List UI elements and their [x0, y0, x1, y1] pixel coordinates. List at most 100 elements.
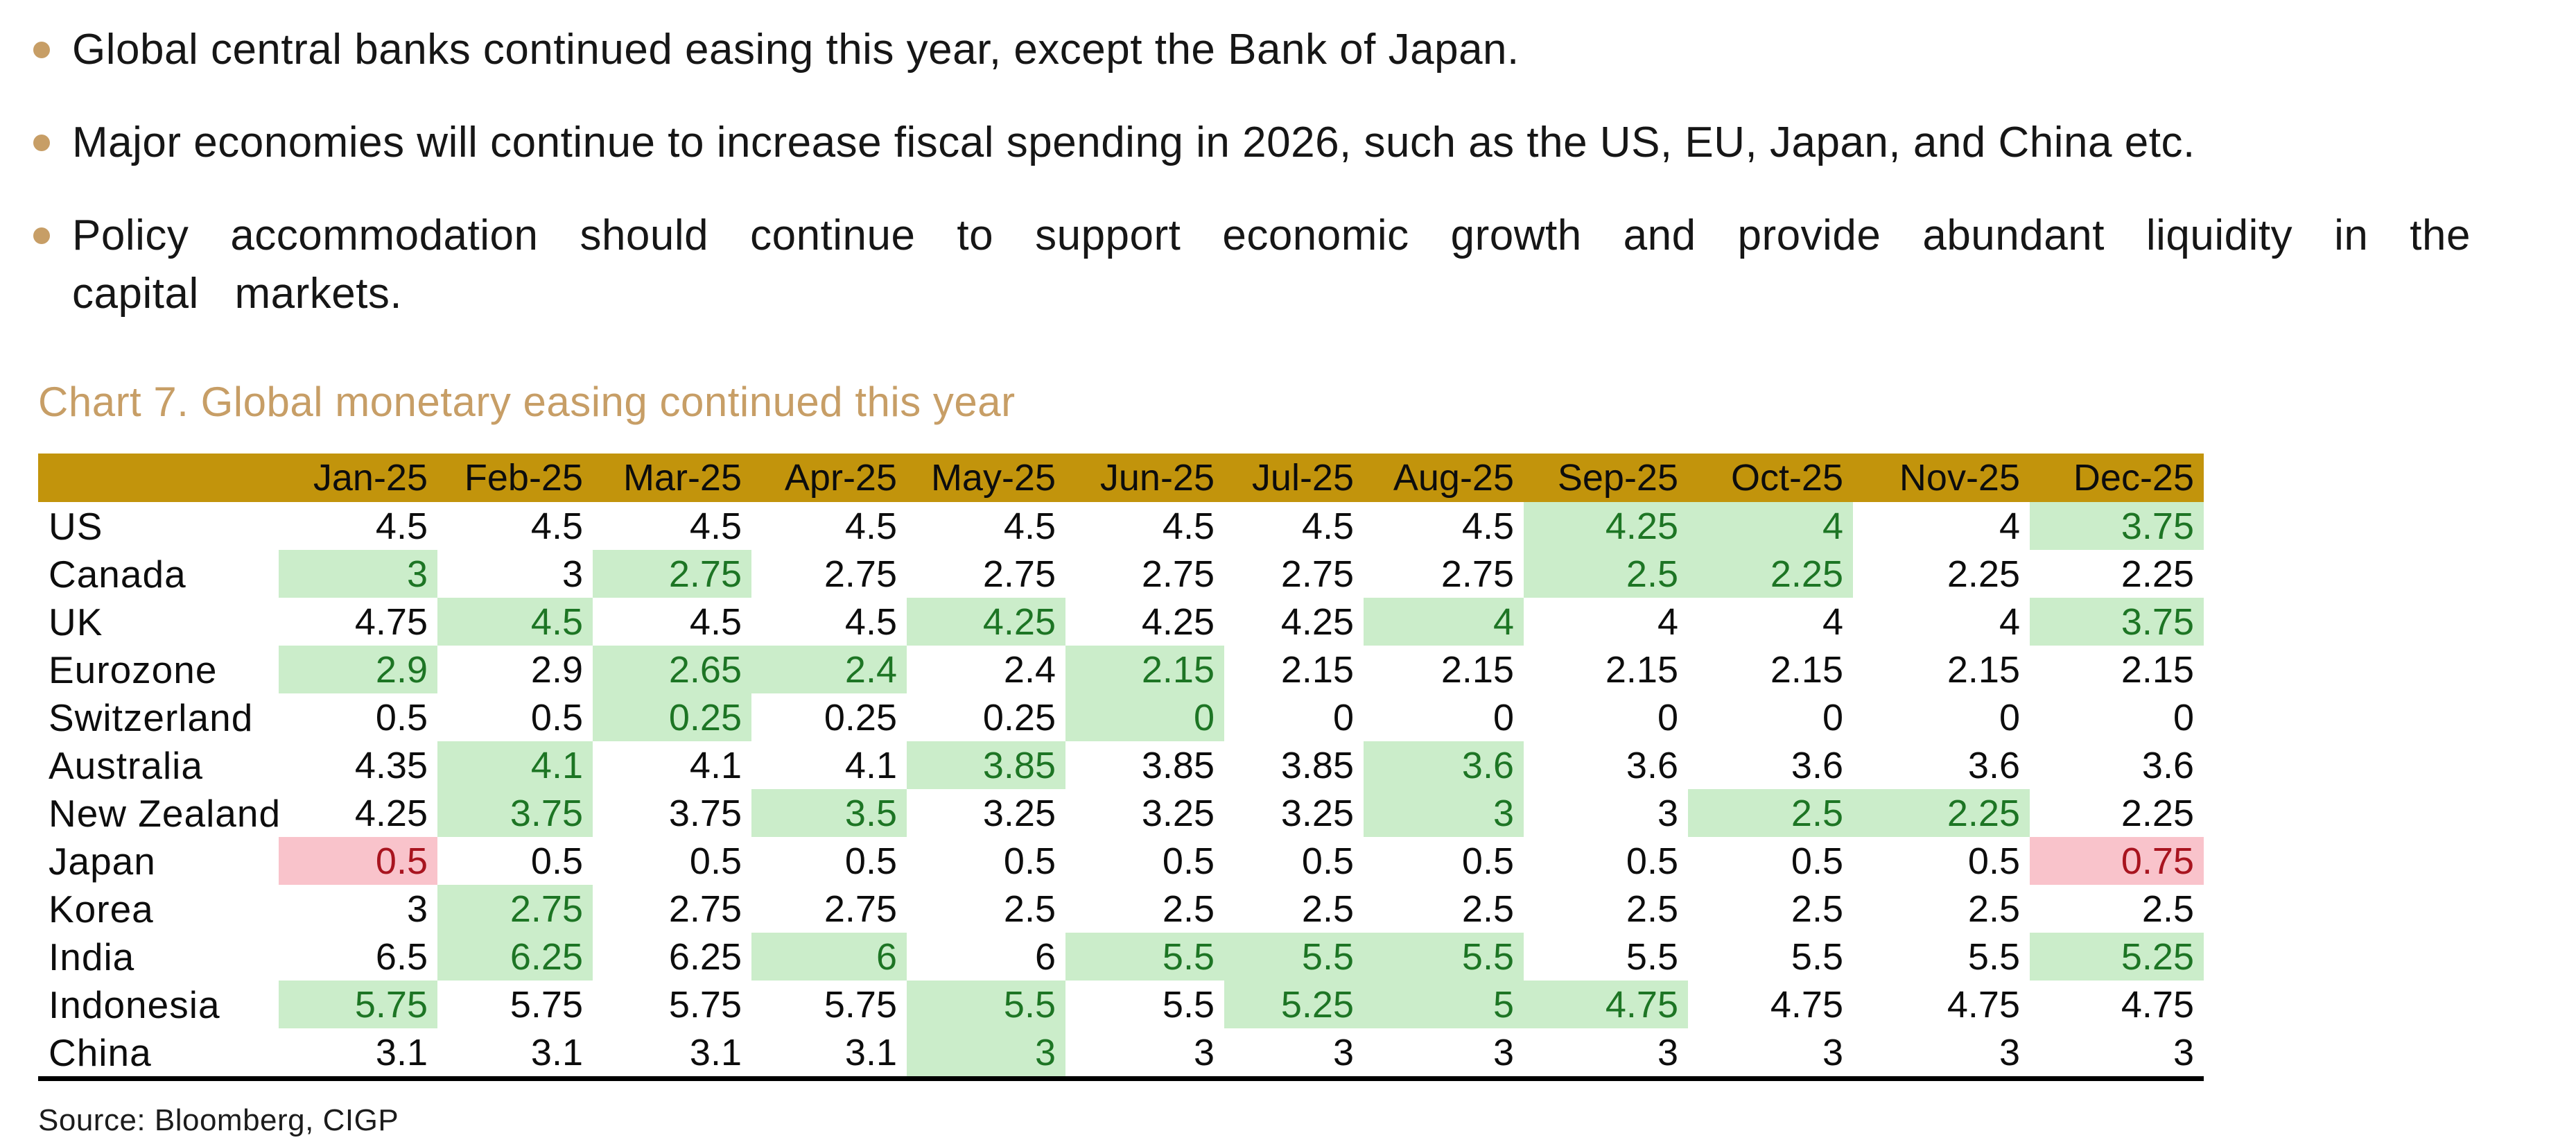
column-header: Nov-25 — [1853, 454, 2030, 502]
column-header: Aug-25 — [1364, 454, 1524, 502]
rate-cell: 4.75 — [1524, 981, 1688, 1028]
rate-cell: 2.5 — [1003, 888, 1056, 930]
table-row: China 3.1 3.1 3.1 3.1 3 3 3 3 3 3 3 3 — [38, 1028, 2204, 1079]
rate-cell: 4.5 — [844, 601, 897, 643]
rate-cell: 3 — [2173, 1031, 2194, 1073]
table-row: India 6.5 6.25 6.25 6 6 5.5 5.5 5.5 5.5 5.5 5.5 5.25 — [38, 933, 2204, 981]
row-label: China — [49, 1030, 152, 1074]
rate-cell: 2.15 — [1605, 648, 1678, 691]
column-header: Dec-25 — [2030, 454, 2204, 502]
bullet-item: Major economies will continue to increas… — [33, 114, 2471, 172]
row-label: New Zealand — [49, 791, 279, 835]
rate-cell: 2.15 — [2121, 648, 2194, 691]
rate-cell: 4.25 — [1141, 601, 1215, 643]
bullet-text: Major economies will continue to increas… — [72, 119, 2195, 166]
rate-cell: 2.75 — [593, 550, 751, 598]
rate-cell: 2.75 — [824, 888, 897, 930]
column-header: Jan-25 — [279, 454, 437, 502]
bullet-item: Policy accommodation should continue to … — [33, 207, 2471, 323]
rate-cell: 0.5 — [1003, 840, 1056, 882]
rate-cell: 3 — [1657, 792, 1678, 834]
table-header: Jan-25 Feb-25 Mar-25 Apr-25 May-25 Jun-25 Jul-… — [38, 454, 2204, 502]
rate-cell: 0 — [1065, 693, 1224, 741]
rate-cell: 3 — [1657, 1031, 1678, 1073]
rate-cell: 2.25 — [2121, 553, 2194, 595]
rate-cell: 4.75 — [354, 601, 428, 643]
rate-cell: 5.5 — [1626, 935, 1678, 978]
rate-cell: 0 — [2173, 696, 2194, 739]
rate-cell: 2.5 — [1791, 888, 1843, 930]
rate-cell: 3 — [1364, 789, 1524, 837]
rate-cell: 0 — [1332, 696, 1354, 739]
rate-cell: 5.75 — [510, 983, 583, 1026]
column-header: Feb-25 — [437, 454, 593, 502]
rate-cell: 3.1 — [530, 1031, 583, 1073]
rate-cell: 0.5 — [689, 840, 742, 882]
rate-cell: 0 — [1492, 696, 1514, 739]
rate-cell: 4.5 — [1162, 505, 1215, 547]
corner-header — [38, 454, 279, 502]
column-header: Apr-25 — [751, 454, 907, 502]
rate-cell: 2.15 — [1770, 648, 1843, 691]
column-header: Mar-25 — [593, 454, 751, 502]
rate-cell: 0.5 — [375, 696, 428, 739]
rate-cell: 2.5 — [2141, 888, 2194, 930]
rate-cell: 3 — [279, 550, 437, 598]
table-row: Canada 3 3 2.75 2.75 2.75 2.75 2.75 2.75 2.5 2.25 2… — [38, 550, 2204, 598]
table-row: US 4.5 4.5 4.5 4.5 4.5 4.5 4.5 4.5 4.25 4 4 3.75 — [38, 502, 2204, 550]
table-row: Indonesia 5.75 5.75 5.75 5.75 5.5 5.5 5.25 5 4.75… — [38, 981, 2204, 1028]
column-header: Jun-25 — [1065, 454, 1224, 502]
rate-cell: 2.65 — [593, 646, 751, 693]
rate-cell: 2.75 — [1441, 553, 1514, 595]
rate-cell: 3 — [1332, 1031, 1354, 1073]
rate-cell: 4.25 — [907, 598, 1065, 646]
row-label: US — [49, 504, 103, 548]
rate-cell: 5.75 — [279, 981, 437, 1028]
rate-cell: 3.6 — [1364, 741, 1524, 789]
rate-cell: 2.5 — [1524, 550, 1688, 598]
rate-cell: 0.5 — [530, 840, 583, 882]
rate-cell: 2.5 — [1967, 888, 2020, 930]
rate-cell: 4.25 — [1524, 502, 1688, 550]
rate-cell: 5.5 — [907, 981, 1065, 1028]
rate-cell: 3.6 — [1791, 744, 1843, 786]
rate-cell: 5.5 — [1364, 933, 1524, 981]
rate-cell: 2.75 — [1141, 553, 1215, 595]
bullet-item: Global central banks continued easing th… — [33, 21, 2471, 79]
rate-cell: 0 — [1657, 696, 1678, 739]
rate-cell: 6.5 — [375, 935, 428, 978]
rate-cell: 2.5 — [1688, 789, 1853, 837]
rate-cell: 0.5 — [844, 840, 897, 882]
rate-cell: 2.25 — [1853, 789, 2030, 837]
rate-cell: 3 — [1492, 1031, 1514, 1073]
rate-cell: 2.25 — [1688, 550, 1853, 598]
rate-cell: 4 — [1822, 601, 1843, 643]
rate-cell: 0.25 — [824, 696, 897, 739]
rate-cell: 3.75 — [668, 792, 742, 834]
rate-cell: 4.25 — [354, 792, 428, 834]
rate-cell: 2.15 — [1441, 648, 1514, 691]
table-row: Korea 3 2.75 2.75 2.75 2.5 2.5 2.5 2.5 2.5 2.5 2.5 2… — [38, 885, 2204, 933]
rate-cell: 5 — [1364, 981, 1524, 1028]
rate-cell: 2.9 — [530, 648, 583, 691]
rate-cell: 3.75 — [2030, 598, 2204, 646]
rate-cell: 6 — [1034, 935, 1056, 978]
rate-cell: 3.6 — [2141, 744, 2194, 786]
rate-cell: 4.5 — [437, 598, 593, 646]
rate-cell: 2.5 — [1626, 888, 1678, 930]
rate-cell: 4.35 — [354, 744, 428, 786]
rate-cell: 0.5 — [1301, 840, 1354, 882]
rate-cell: 2.5 — [1461, 888, 1514, 930]
bullet-dot-icon — [33, 42, 50, 58]
row-label: Eurozone — [49, 648, 218, 691]
rate-cell: 2.4 — [1003, 648, 1056, 691]
row-label: Canada — [49, 552, 186, 596]
rate-cell: 5.75 — [824, 983, 897, 1026]
rate-cell: 2.15 — [1280, 648, 1354, 691]
row-label: Switzerland — [49, 696, 254, 739]
bullet-list: Global central banks continued easing th… — [33, 21, 2471, 358]
rate-cell: 3.75 — [437, 789, 593, 837]
rate-cell: 5.25 — [2030, 933, 2204, 981]
rate-cell: 2.9 — [279, 646, 437, 693]
